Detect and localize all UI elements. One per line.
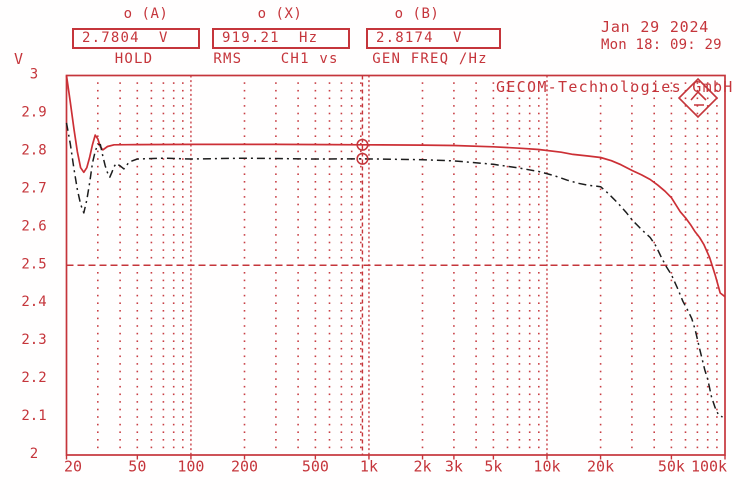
svg-text:2: 2 [30, 446, 38, 462]
svg-text:2.2: 2.2 [21, 370, 46, 386]
svg-text:2.4: 2.4 [21, 294, 46, 310]
traces [65, 75, 726, 418]
svg-text:20k: 20k [587, 458, 614, 476]
svg-text:50k: 50k [658, 458, 685, 476]
brand-group: GECOM-Technologies GmbH [496, 77, 734, 119]
svg-text:1k: 1k [360, 458, 378, 476]
date-text: Jan 29 2024 [601, 18, 710, 36]
svg-text:2.9: 2.9 [21, 104, 46, 120]
svg-text:2k: 2k [414, 458, 432, 476]
y-axis-unit: V [14, 50, 23, 68]
cursor-x-mode: RMS CH1 vs [213, 51, 339, 67]
axis-labels: 20 50 100 200 500 1k 2k 3k 5k 10k 20k 50k 100k 3 2.9 2.… [21, 67, 727, 476]
brand-diamond-icon [677, 77, 719, 119]
svg-text:2.7: 2.7 [21, 180, 46, 196]
cursor-b-label: o (B) [394, 6, 440, 22]
svg-text:2.1: 2.1 [21, 408, 46, 424]
svg-text:3: 3 [30, 67, 38, 83]
svg-text:5k: 5k [484, 458, 502, 476]
cursor-a-mode: HOLD [114, 51, 154, 67]
cursor-x-label: o (X) [257, 6, 303, 22]
svg-text:2.5: 2.5 [21, 256, 46, 272]
cursor-b-mode: GEN FREQ /Hz [372, 51, 488, 67]
svg-text:50: 50 [128, 458, 146, 476]
cursor-layer [356, 75, 369, 455]
svg-text:20: 20 [64, 458, 82, 476]
cursor-a-value-box: 2.7804 V [72, 28, 200, 49]
svg-text:2.3: 2.3 [21, 332, 46, 348]
svg-text:2.6: 2.6 [21, 218, 46, 234]
svg-text:100: 100 [177, 458, 204, 476]
svg-text:200: 200 [231, 458, 258, 476]
cursor-a-label: o (A) [123, 6, 169, 22]
svg-text:2.8: 2.8 [21, 142, 46, 158]
svg-text:10k: 10k [533, 458, 560, 476]
svg-text:3k: 3k [445, 458, 463, 476]
svg-text:500: 500 [302, 458, 329, 476]
cursor-x-value-box: 919.21 Hz [212, 28, 350, 49]
brand-text: GECOM-Technologies GmbH [496, 78, 734, 96]
cursor-b-value-box: 2.8174 V [366, 28, 501, 49]
svg-text:100k: 100k [691, 458, 727, 476]
time-text: Mon 18: 09: 29 [601, 37, 722, 53]
plot-grid [65, 74, 726, 456]
